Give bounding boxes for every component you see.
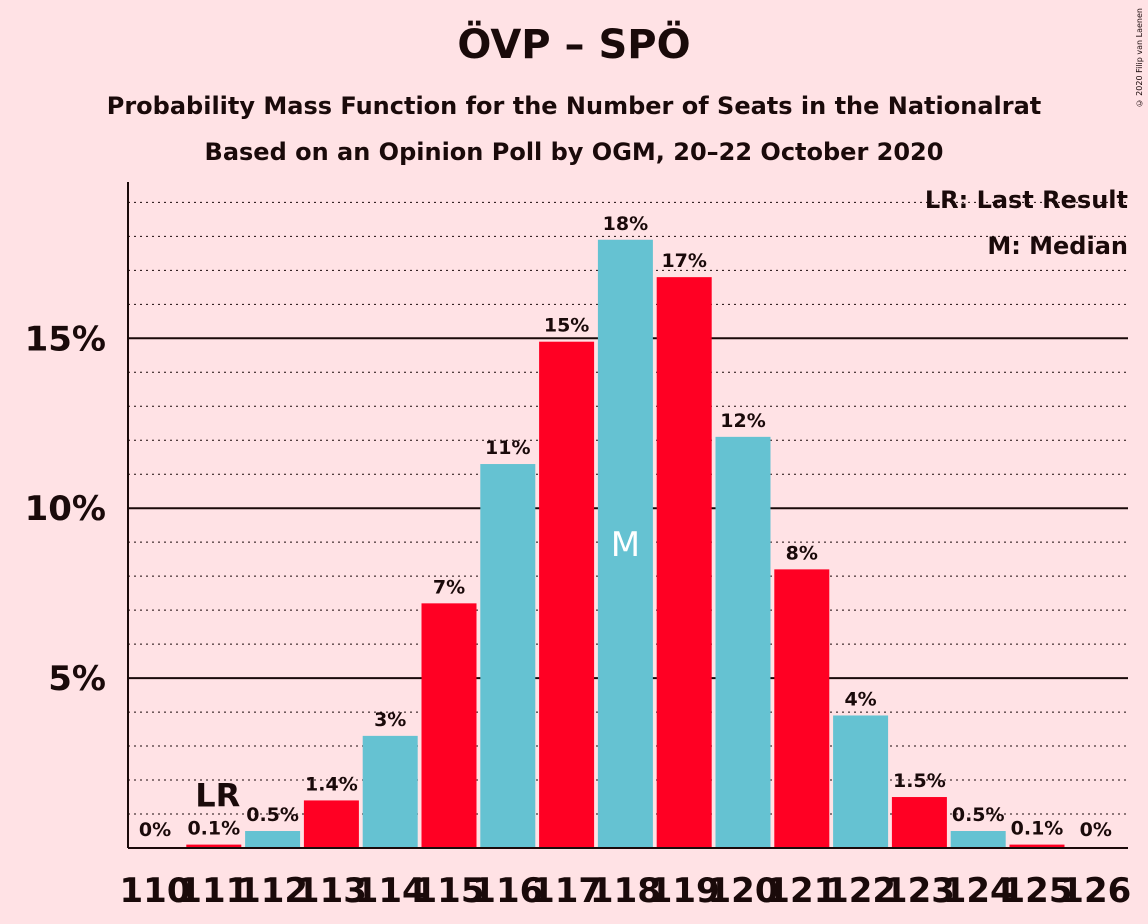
x-tick-label: 110 [120, 871, 191, 911]
bar-115 [421, 603, 477, 848]
bar-117 [539, 341, 595, 848]
bar-value-label: 4% [844, 688, 876, 710]
median-marker: M [611, 525, 640, 565]
bar-value-label: 0% [139, 819, 171, 841]
x-tick-label: 119 [649, 871, 720, 911]
x-tick-label: 117 [531, 871, 602, 911]
x-tick-label: 111 [178, 871, 249, 911]
chart-title: ÖVP – SPÖ [457, 22, 691, 68]
x-tick-label: 125 [1002, 871, 1073, 911]
x-tick-label: 115 [414, 871, 485, 911]
bar-122 [833, 715, 889, 848]
bar-value-label: 0% [1080, 819, 1112, 841]
y-tick-label: 5% [48, 659, 106, 699]
bar-value-label: 0.1% [187, 818, 240, 840]
x-tick-label: 116 [472, 871, 543, 911]
bar-113 [303, 800, 359, 848]
bar-112 [245, 831, 301, 848]
bar-value-label: 1.4% [305, 773, 358, 795]
bar-value-label: 15% [544, 315, 589, 337]
chart-subtitle-poll: Based on an Opinion Poll by OGM, 20–22 O… [204, 138, 944, 166]
bar-111 [186, 844, 242, 848]
x-tick-label: 121 [766, 871, 837, 911]
bar-123 [891, 797, 947, 848]
bar-121 [774, 569, 830, 848]
bar-value-label: 18% [603, 213, 648, 235]
y-tick-label: 15% [25, 319, 106, 359]
axes-group: 5%10%15%11011111211311411511611711811912… [25, 182, 1131, 911]
bar-125 [1009, 844, 1065, 848]
x-tick-label: 114 [355, 871, 426, 911]
bars-group [186, 239, 1065, 849]
bar-value-label: 8% [786, 542, 818, 564]
bar-value-label: 11% [485, 437, 530, 459]
bar-value-label: 3% [374, 709, 406, 731]
bar-value-label: 12% [720, 410, 765, 432]
chart-subtitle: Probability Mass Function for the Number… [106, 92, 1042, 120]
bar-value-label: 7% [433, 576, 465, 598]
bar-124 [950, 831, 1006, 848]
bar-120 [715, 436, 771, 848]
x-tick-label: 122 [825, 871, 896, 911]
last-result-marker: LR [195, 777, 240, 815]
legend-median: M: Median [987, 232, 1128, 260]
bar-value-label: 0.5% [952, 804, 1005, 826]
x-tick-label: 113 [296, 871, 367, 911]
bar-118 [597, 239, 653, 848]
bar-value-label: 0.5% [246, 804, 299, 826]
bar-value-label: 17% [661, 250, 706, 272]
x-tick-label: 123 [884, 871, 955, 911]
bar-119 [656, 277, 712, 849]
bar-value-label: 1.5% [893, 770, 946, 792]
bar-value-label: 0.1% [1011, 818, 1064, 840]
x-tick-label: 118 [590, 871, 661, 911]
bar-labels-group: 0% 0.1% LR 0.5% 1.4% 3% 7% 11% 15% 18% M 17% 12% 8% 4%… [139, 213, 1112, 841]
x-tick-label: 120 [708, 871, 779, 911]
bar-116 [480, 464, 536, 848]
x-tick-label: 126 [1060, 871, 1131, 911]
y-tick-label: 10% [25, 489, 106, 529]
x-tick-label: 124 [943, 871, 1014, 911]
x-tick-label: 112 [237, 871, 308, 911]
legend-last-result: LR: Last Result [924, 186, 1128, 214]
bar-114 [362, 735, 418, 848]
